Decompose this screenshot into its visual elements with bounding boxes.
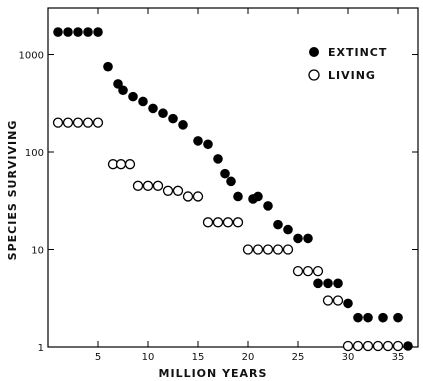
y-tick-label: 1000: [19, 51, 44, 62]
living-point: [252, 244, 264, 255]
living-point: [222, 217, 234, 228]
extinct-point: [313, 278, 323, 289]
x-tick-label: 10: [142, 352, 155, 363]
extinct-point: [93, 27, 103, 37]
extinct-point: [73, 27, 83, 37]
extinct-point: [53, 27, 63, 37]
extinct-point: [303, 233, 313, 244]
living-point: [332, 295, 344, 306]
living-point: [124, 159, 136, 170]
living-point: [162, 185, 174, 196]
extinct-point: [323, 278, 333, 289]
y-tick-label: 1: [38, 343, 44, 354]
extinct-point: [403, 341, 413, 351]
extinct-point: [83, 27, 93, 37]
extinct-point: [148, 103, 158, 114]
extinct-point: [103, 61, 113, 72]
living-point: [212, 217, 224, 228]
extinct-point: [226, 176, 236, 187]
living-point: [292, 265, 304, 277]
extinct-point: [158, 108, 168, 119]
extinct-point: [233, 191, 243, 202]
living-point: [312, 265, 324, 277]
extinct-point: [203, 139, 213, 150]
extinct-point: [353, 312, 363, 323]
living-point: [92, 117, 104, 128]
living-point: [392, 340, 404, 352]
extinct-point: [378, 312, 388, 323]
living-point: [282, 244, 294, 255]
y-tick-label: 10: [31, 246, 44, 257]
living-point: [372, 340, 384, 352]
axis-ticks: 5 10 15 20 25 30 35 1 10 100 1000: [19, 8, 418, 363]
living-point: [242, 244, 254, 255]
living-point: [262, 244, 274, 255]
living-point: [202, 217, 214, 228]
living-point: [322, 295, 334, 306]
living-point: [272, 244, 284, 255]
living-point: [192, 191, 204, 202]
legend-label-living: LIVING: [328, 69, 376, 82]
living-point: [352, 340, 364, 352]
x-tick-label: 5: [95, 352, 101, 363]
legend-marker-extinct: [309, 47, 319, 57]
living-point: [52, 117, 64, 128]
extinct-point: [138, 96, 148, 107]
y-axis-label: SPECIES SURVIVING: [6, 120, 19, 261]
living-point: [182, 191, 194, 202]
extinct-point: [213, 154, 223, 164]
extinct-point: [178, 120, 188, 130]
living-point: [172, 185, 184, 196]
extinct-point: [220, 168, 230, 179]
living-point: [382, 340, 394, 352]
extinct-point: [128, 91, 138, 102]
living-point: [342, 340, 354, 352]
living-point: [362, 340, 374, 352]
data-points: [52, 27, 413, 352]
living-point: [302, 265, 314, 277]
x-tick-label: 20: [242, 352, 255, 363]
extinct-point: [168, 113, 178, 124]
extinct-point: [293, 233, 303, 244]
living-point: [132, 180, 144, 191]
extinct-point: [193, 136, 203, 146]
extinct-point: [253, 191, 263, 202]
legend-marker-living: [308, 69, 320, 81]
extinct-point: [263, 201, 273, 211]
x-tick-label: 25: [292, 352, 305, 363]
plot-border: [47, 7, 419, 348]
living-point: [152, 180, 164, 191]
extinct-point: [333, 278, 343, 289]
extinct-point: [363, 312, 373, 323]
x-tick-label: 15: [192, 352, 205, 363]
y-tick-label: 100: [25, 148, 44, 159]
living-point: [82, 117, 94, 128]
x-tick-label: 30: [342, 352, 355, 363]
living-point: [72, 117, 84, 128]
living-point: [62, 117, 74, 128]
extinct-point: [63, 27, 73, 37]
extinct-point: [343, 298, 353, 309]
extinct-point: [118, 85, 128, 96]
legend: EXTINCT LIVING: [308, 46, 387, 82]
extinct-point: [283, 224, 293, 235]
x-tick-label: 35: [392, 352, 405, 363]
extinct-point: [393, 312, 403, 323]
living-point: [142, 180, 154, 191]
living-point: [232, 217, 244, 228]
extinct-point: [273, 219, 283, 230]
living-point: [115, 159, 127, 170]
x-axis-label: MILLION YEARS: [159, 367, 268, 380]
plot-frame: [47, 7, 419, 348]
legend-label-extinct: EXTINCT: [328, 46, 387, 59]
